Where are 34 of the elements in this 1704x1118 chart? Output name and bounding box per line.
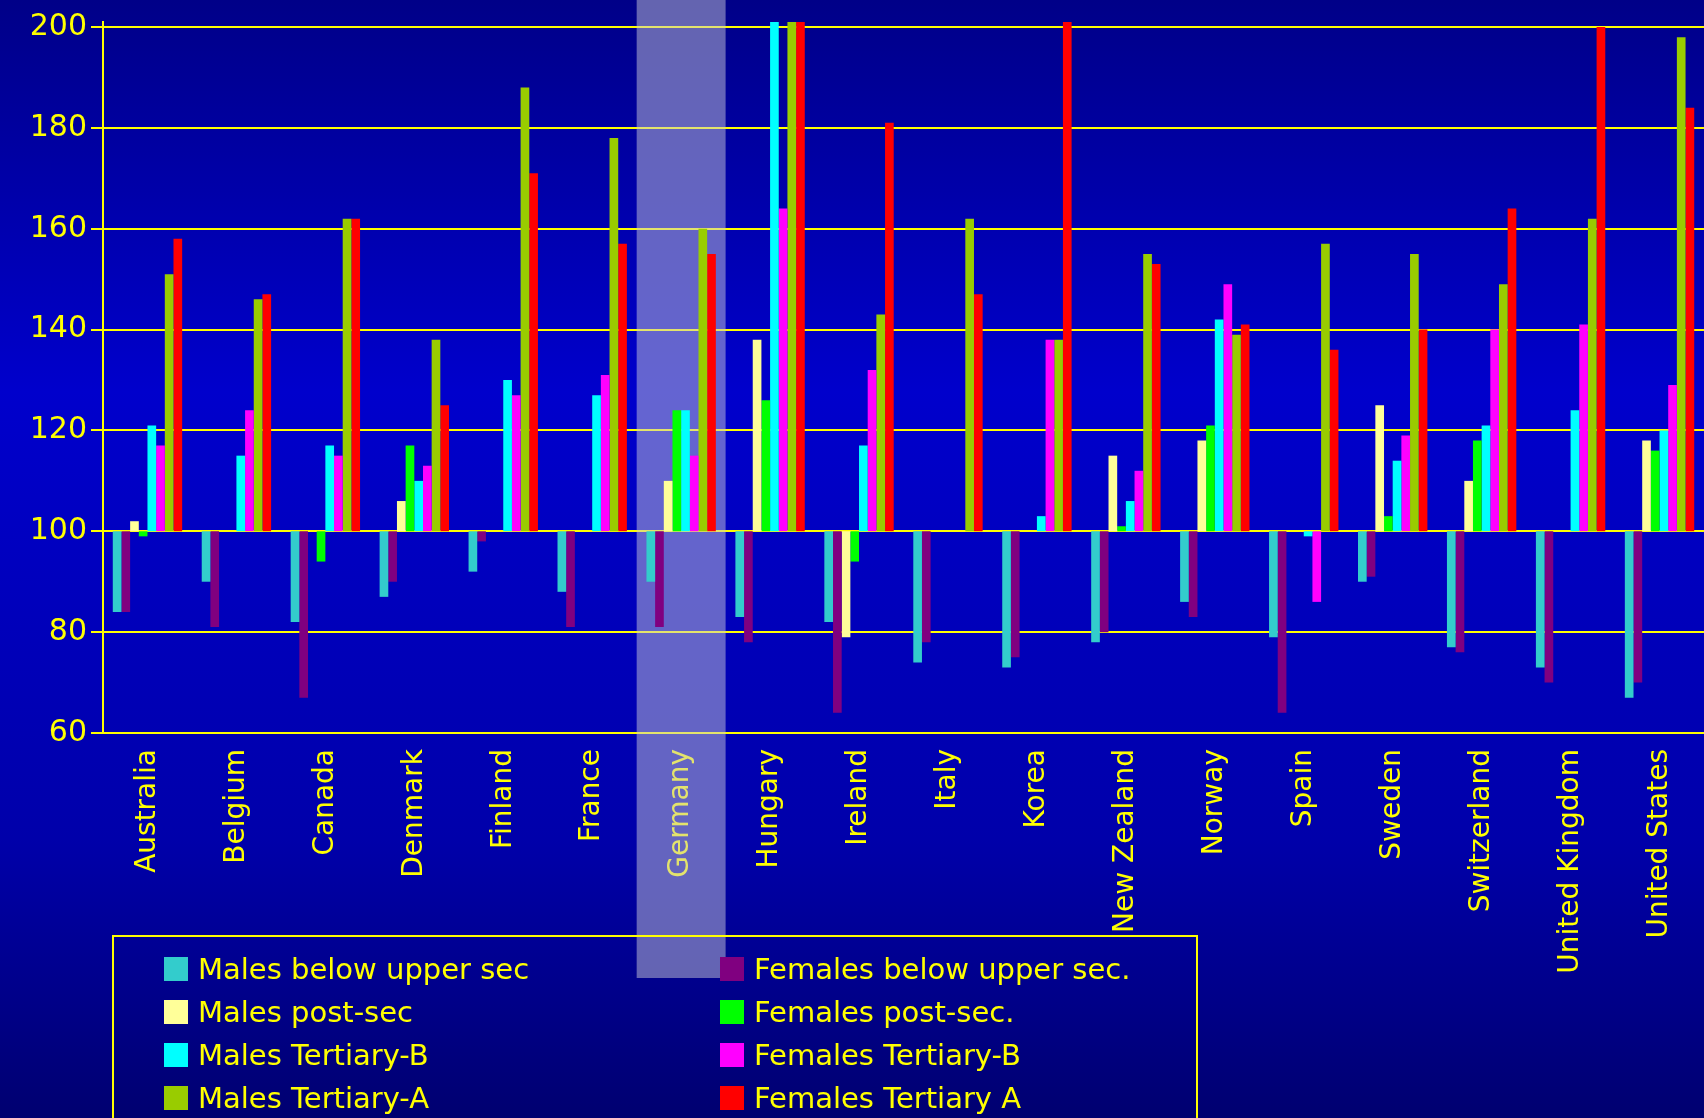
y-tick-label: 80 <box>48 611 87 647</box>
x-tick-label: Norway <box>1196 749 1230 856</box>
x-tick-label: Finland <box>484 749 518 850</box>
x-tick-label: Germany <box>662 749 696 878</box>
y-tick-label: 100 <box>29 511 87 547</box>
x-tick-label: France <box>573 749 607 843</box>
x-tick-label: Canada <box>306 749 340 856</box>
x-tick-label: Belgium <box>217 749 251 864</box>
x-tick-label: Australia <box>128 749 162 873</box>
x-tick-label: United States <box>1640 749 1674 939</box>
y-tick-label: 60 <box>48 712 87 748</box>
legend-label: Females below upper sec. <box>754 951 1131 986</box>
legend-label: Males Tertiary-A <box>198 1080 430 1115</box>
x-tick-label: Ireland <box>840 749 874 846</box>
y-tick-label: 180 <box>29 107 87 143</box>
x-tick-label: Korea <box>1018 749 1052 829</box>
y-tick-label: 200 <box>29 6 87 42</box>
x-tick-label: Sweden <box>1373 749 1407 860</box>
x-tick-label: Switzerland <box>1462 749 1496 913</box>
y-tick-label: 160 <box>29 208 87 244</box>
legend-label: Males Tertiary-B <box>198 1037 429 1072</box>
legend-label: Females Tertiary-B <box>754 1037 1021 1072</box>
x-tick-label: Italy <box>929 749 963 810</box>
legend-label: Females Tertiary A <box>754 1080 1022 1115</box>
legend-label: Males post-sec <box>198 994 414 1029</box>
legend-label: Males below upper sec <box>198 951 530 986</box>
y-tick-label: 140 <box>29 309 87 345</box>
x-tick-label: United Kingdom <box>1551 749 1585 974</box>
y-tick-label: 120 <box>29 410 87 446</box>
x-tick-label: Hungary <box>751 749 785 869</box>
x-tick-label: New Zealand <box>1107 749 1141 933</box>
x-tick-label: Spain <box>1285 749 1319 828</box>
x-tick-label: Denmark <box>395 748 429 878</box>
legend-label: Females post-sec. <box>754 994 1015 1029</box>
